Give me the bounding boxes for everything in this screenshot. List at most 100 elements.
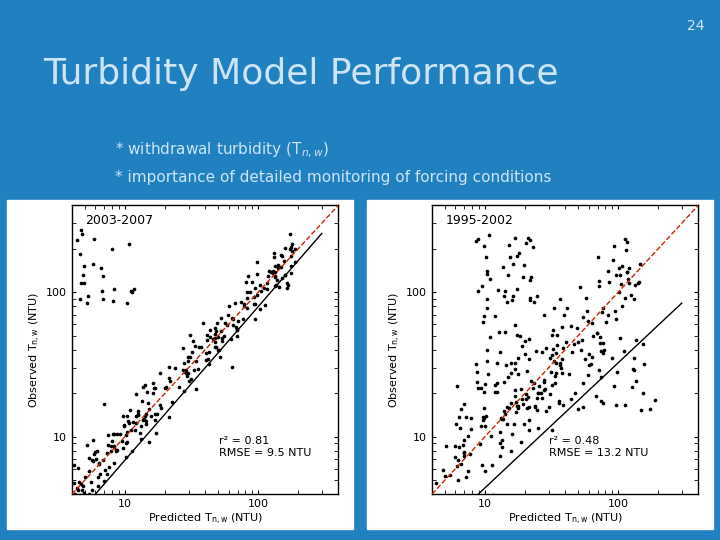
Point [187,337,199,346]
Point [617,261,629,270]
Point [557,355,568,363]
Point [75,226,86,234]
Point [538,311,549,320]
Point [121,438,132,447]
Point [166,397,177,406]
Point [490,380,501,389]
Point [564,394,576,403]
Point [619,234,631,243]
Point [151,410,163,418]
Point [154,369,166,377]
Point [241,294,253,302]
Point [470,237,482,246]
Point [531,406,543,414]
Point [510,321,521,329]
Point [544,353,556,362]
Point [477,282,488,291]
Point [132,411,144,420]
Point [524,275,536,284]
Point [549,379,561,388]
Point [518,261,530,270]
Text: 2003-2007: 2003-2007 [85,214,153,227]
Point [169,364,181,373]
Point [480,379,491,388]
Point [511,285,523,293]
Point [202,330,213,339]
Point [81,441,92,449]
Point [590,392,601,400]
Point [228,320,239,329]
Point [286,261,297,270]
Point [265,267,276,276]
Point [516,342,528,350]
Point [150,428,161,437]
Point [184,330,196,339]
Point [507,292,518,300]
Point [632,278,644,287]
Point [481,304,492,313]
Point [593,282,605,291]
Point [478,312,490,320]
Point [102,448,113,457]
Point [582,370,594,379]
Point [556,364,567,373]
Point [267,267,279,276]
Point [282,278,293,287]
Point [284,245,296,253]
Point [238,301,250,310]
Point [179,368,190,376]
Point [118,421,130,429]
Point [269,252,280,261]
Point [431,494,442,502]
Point [525,295,536,304]
Point [608,381,620,390]
Point [89,235,100,244]
Point [638,360,649,369]
Point [613,264,625,273]
Point [107,297,119,306]
Point [202,355,214,363]
Point [464,450,476,458]
Point [598,346,610,354]
Point [108,429,120,438]
Point [561,338,572,346]
Point [251,270,263,279]
Point [506,295,518,304]
Point [528,379,540,387]
Point [497,436,508,444]
Point [608,242,620,251]
Point [437,465,449,474]
Point [438,520,449,529]
Point [530,347,541,355]
Point [608,256,619,265]
Point [490,388,501,396]
Point [246,278,258,286]
Point [523,355,535,363]
Point [513,369,524,378]
Point [123,240,135,248]
Point [272,264,284,272]
Point [508,420,520,429]
Point [546,351,558,360]
Point [551,341,562,350]
Point [500,361,512,370]
Point [180,368,192,377]
Point [190,385,202,394]
Point [240,278,252,286]
Point [164,376,176,385]
Point [456,459,467,468]
Point [597,399,608,408]
Point [630,377,642,386]
Point [96,287,108,295]
Point [289,258,301,266]
Point [109,442,120,451]
Point [147,389,158,397]
Point [482,370,494,379]
Point [286,240,297,248]
Point [595,373,607,381]
Point [102,469,113,478]
Point [567,348,578,356]
Point [524,236,536,245]
Point [276,274,288,282]
Point [477,413,489,421]
